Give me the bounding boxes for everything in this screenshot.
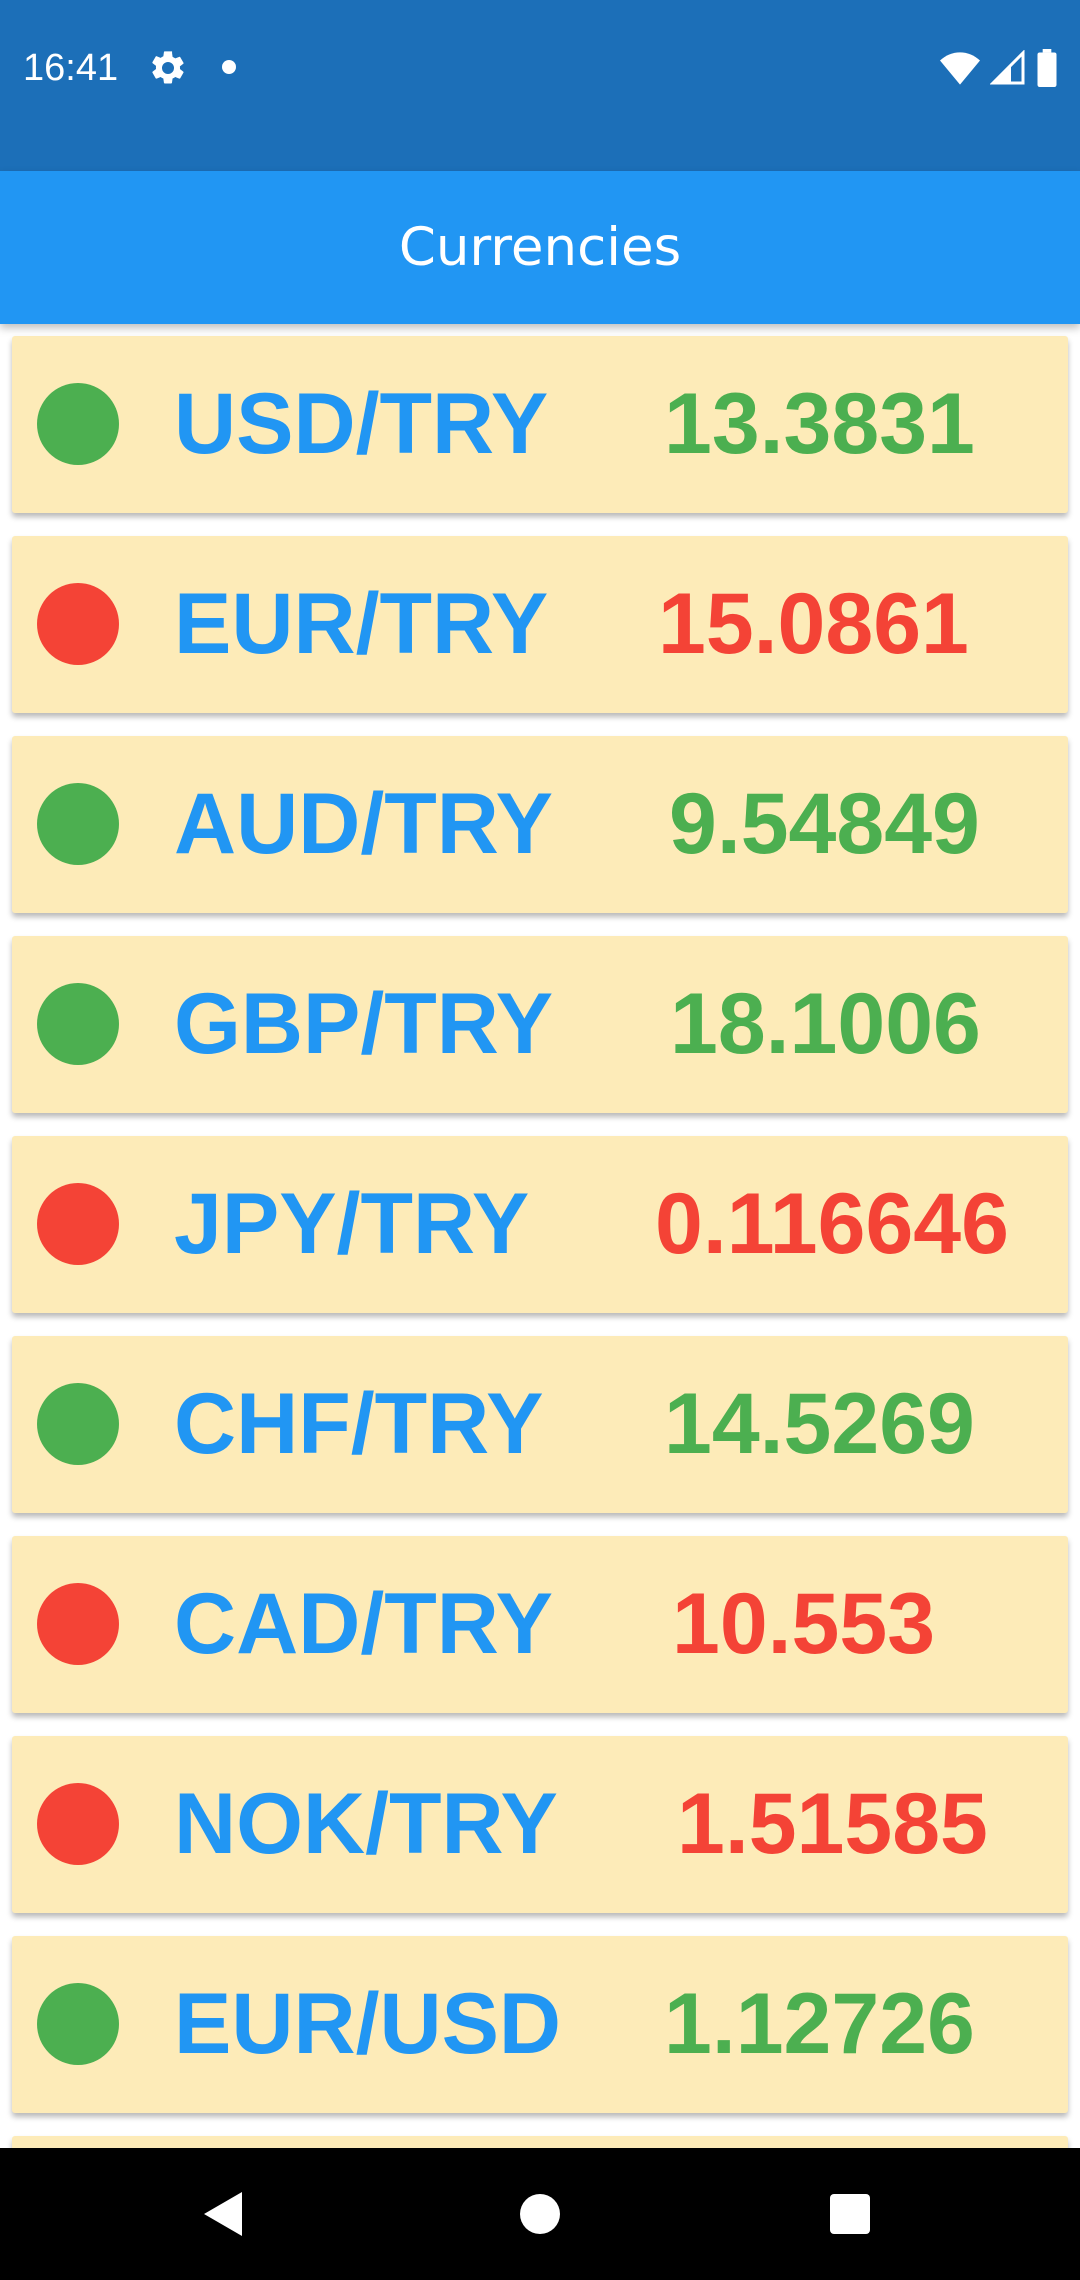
currency-pair: CAD/TRY <box>174 1576 554 1672</box>
exchange-rate: 1.51585 <box>677 1776 988 1872</box>
back-icon[interactable] <box>204 2192 242 2236</box>
status-bar: 16:41 <box>0 0 1080 171</box>
exchange-rate: 18.1006 <box>670 976 981 1072</box>
notification-dot-icon <box>222 60 236 74</box>
recents-icon[interactable] <box>830 2194 870 2234</box>
signal-icon <box>990 50 1025 85</box>
trend-indicator-icon <box>37 1783 119 1865</box>
exchange-rate: 10.553 <box>672 1576 936 1672</box>
navigation-bar <box>0 2148 1080 2280</box>
currency-pair: AUD/TRY <box>174 776 554 872</box>
currency-pair: GBP/TRY <box>174 976 554 1072</box>
app-bar: Currencies <box>0 171 1080 324</box>
exchange-rate: 13.3831 <box>664 376 975 472</box>
gear-icon <box>152 51 184 84</box>
list-item[interactable]: AUD/TRY 9.54849 <box>12 736 1068 913</box>
trend-indicator-icon <box>37 783 119 865</box>
list-item[interactable]: EUR/USD 1.12726 <box>12 1936 1068 2113</box>
exchange-rate: 14.5269 <box>664 1376 975 1472</box>
list-item[interactable]: USD/TRY 13.3831 <box>12 336 1068 513</box>
page-title: Currencies <box>398 217 682 278</box>
exchange-rate: 0.116646 <box>655 1176 1009 1272</box>
trend-indicator-icon <box>37 1583 119 1665</box>
currency-pair: USD/TRY <box>174 376 549 472</box>
list-item[interactable]: CHF/TRY 14.5269 <box>12 1336 1068 1513</box>
list-item[interactable]: JPY/TRY 0.116646 <box>12 1136 1068 1313</box>
list-item[interactable]: GBP/TRY 18.1006 <box>12 936 1068 1113</box>
trend-indicator-icon <box>37 983 119 1065</box>
exchange-rate: 15.0861 <box>658 576 969 672</box>
currency-pair: EUR/TRY <box>174 576 549 672</box>
list-item[interactable]: CAD/TRY 10.553 <box>12 1536 1068 1713</box>
wifi-icon <box>940 52 980 85</box>
list-item[interactable]: NOK/TRY 1.51585 <box>12 1736 1068 1913</box>
trend-indicator-icon <box>37 1383 119 1465</box>
trend-indicator-icon <box>37 583 119 665</box>
list-item[interactable]: EUR/TRY 15.0861 <box>12 536 1068 713</box>
status-icons <box>940 48 1058 88</box>
currency-pair: CHF/TRY <box>174 1376 544 1472</box>
status-time: 16:41 <box>23 47 119 89</box>
currency-list[interactable]: USD/TRY 13.3831 EUR/TRY 15.0861 AUD/TRY … <box>0 324 1080 2148</box>
exchange-rate: 1.12726 <box>664 1976 975 2072</box>
list-item-partial[interactable] <box>12 2136 1068 2148</box>
currency-pair: EUR/USD <box>174 1976 562 2072</box>
currency-pair: JPY/TRY <box>174 1176 530 1272</box>
trend-indicator-icon <box>37 1983 119 2065</box>
home-icon[interactable] <box>520 2194 560 2234</box>
trend-indicator-icon <box>37 1183 119 1265</box>
exchange-rate: 9.54849 <box>669 776 980 872</box>
battery-icon <box>1037 49 1057 87</box>
currency-pair: NOK/TRY <box>174 1776 558 1872</box>
trend-indicator-icon <box>37 383 119 465</box>
